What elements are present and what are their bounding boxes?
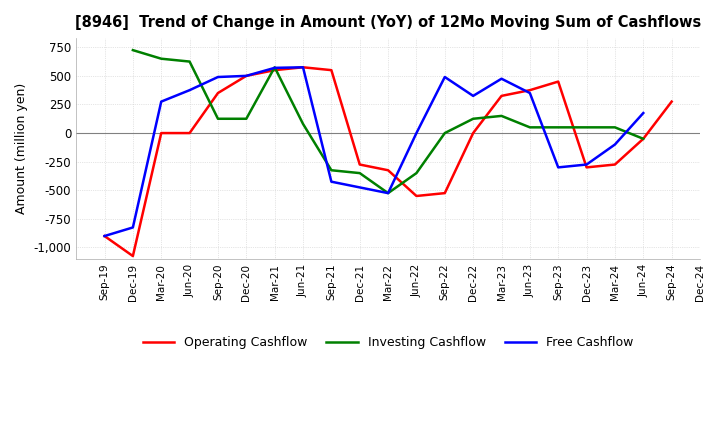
Free Cashflow — [356, 185, 364, 190]
Free Cashflow — [242, 73, 251, 78]
Free Cashflow — [498, 76, 506, 81]
Operating Cashflow — [299, 65, 307, 70]
Investing Cashflow — [582, 125, 591, 130]
Operating Cashflow — [270, 67, 279, 73]
Operating Cashflow — [441, 191, 449, 196]
Operating Cashflow — [554, 79, 562, 84]
Investing Cashflow — [412, 170, 420, 176]
Title: [8946]  Trend of Change in Amount (YoY) of 12Mo Moving Sum of Cashflows: [8946] Trend of Change in Amount (YoY) o… — [75, 15, 701, 30]
Free Cashflow — [611, 142, 619, 147]
Investing Cashflow — [242, 116, 251, 121]
Free Cashflow — [582, 162, 591, 167]
Operating Cashflow — [185, 130, 194, 136]
Free Cashflow — [554, 165, 562, 170]
Operating Cashflow — [498, 93, 506, 99]
Operating Cashflow — [611, 162, 619, 167]
Investing Cashflow — [129, 48, 138, 53]
Operating Cashflow — [384, 168, 392, 173]
Operating Cashflow — [667, 99, 676, 104]
Operating Cashflow — [157, 130, 166, 136]
Operating Cashflow — [242, 73, 251, 78]
Free Cashflow — [299, 65, 307, 70]
Free Cashflow — [100, 233, 109, 238]
Operating Cashflow — [639, 136, 647, 141]
Free Cashflow — [469, 93, 477, 99]
Operating Cashflow — [100, 233, 109, 238]
Free Cashflow — [327, 179, 336, 184]
Free Cashflow — [441, 74, 449, 80]
Investing Cashflow — [214, 116, 222, 121]
Free Cashflow — [412, 130, 420, 136]
Investing Cashflow — [469, 116, 477, 121]
Free Cashflow — [384, 191, 392, 196]
Free Cashflow — [129, 225, 138, 230]
Operating Cashflow — [327, 67, 336, 73]
Free Cashflow — [270, 65, 279, 70]
Free Cashflow — [526, 90, 534, 95]
Operating Cashflow — [412, 193, 420, 198]
Investing Cashflow — [639, 136, 647, 141]
Investing Cashflow — [554, 125, 562, 130]
Operating Cashflow — [582, 165, 591, 170]
Investing Cashflow — [384, 191, 392, 196]
Free Cashflow — [214, 74, 222, 80]
Free Cashflow — [185, 88, 194, 93]
Investing Cashflow — [356, 170, 364, 176]
Investing Cashflow — [498, 113, 506, 118]
Investing Cashflow — [157, 56, 166, 61]
Operating Cashflow — [526, 88, 534, 93]
Free Cashflow — [157, 99, 166, 104]
Investing Cashflow — [611, 125, 619, 130]
Free Cashflow — [639, 110, 647, 116]
Line: Investing Cashflow: Investing Cashflow — [133, 50, 643, 193]
Investing Cashflow — [299, 121, 307, 127]
Operating Cashflow — [129, 253, 138, 259]
Investing Cashflow — [327, 168, 336, 173]
Investing Cashflow — [185, 59, 194, 64]
Operating Cashflow — [469, 130, 477, 136]
Line: Free Cashflow: Free Cashflow — [104, 67, 643, 236]
Operating Cashflow — [356, 162, 364, 167]
Y-axis label: Amount (million yen): Amount (million yen) — [15, 83, 28, 214]
Line: Operating Cashflow: Operating Cashflow — [104, 67, 672, 256]
Investing Cashflow — [441, 130, 449, 136]
Operating Cashflow — [214, 90, 222, 95]
Investing Cashflow — [526, 125, 534, 130]
Investing Cashflow — [270, 65, 279, 70]
Legend: Operating Cashflow, Investing Cashflow, Free Cashflow: Operating Cashflow, Investing Cashflow, … — [138, 331, 638, 354]
